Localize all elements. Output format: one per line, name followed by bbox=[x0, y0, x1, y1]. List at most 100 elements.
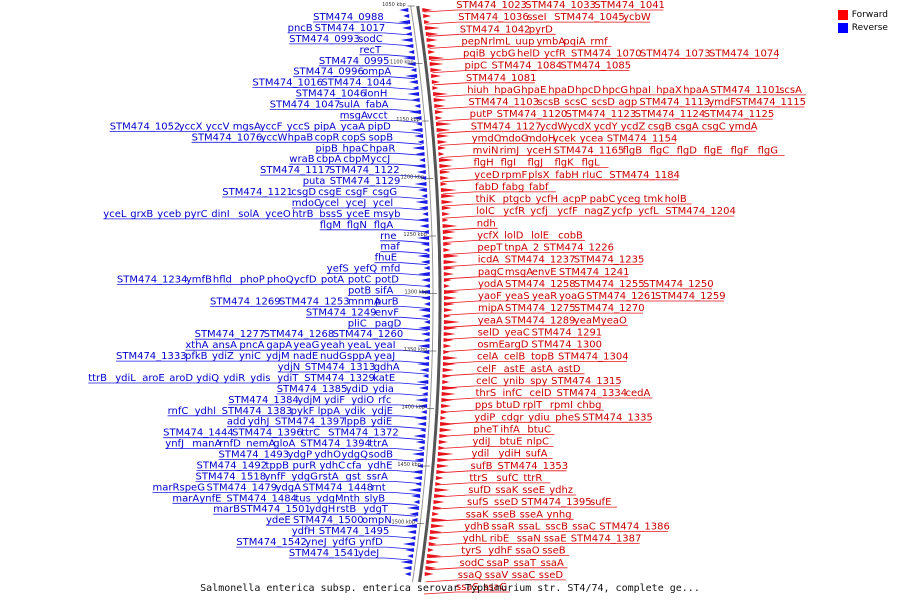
forward-gene-label: ynhg bbox=[547, 509, 572, 520]
reverse-gene-label: mgsA bbox=[233, 121, 261, 132]
reverse-gene-glyph bbox=[415, 398, 428, 402]
forward-leader-line bbox=[444, 227, 477, 231]
forward-gene-label: STM474_1045 bbox=[554, 12, 625, 23]
forward-gene-label: STM474_1335 bbox=[582, 412, 653, 423]
reverse-gene-label: ttrB bbox=[88, 373, 107, 384]
forward-gene-label: pyrD bbox=[529, 24, 553, 35]
reverse-gene-label: STM474_1253 bbox=[279, 296, 350, 307]
forward-gene-label: ndh bbox=[477, 218, 496, 229]
forward-gene-label: sseB bbox=[542, 546, 566, 557]
reverse-gene-label: msgA bbox=[340, 110, 368, 121]
reverse-gene-glyph bbox=[399, 8, 409, 12]
forward-gene-label: hpcG bbox=[602, 85, 628, 96]
forward-gene-glyph bbox=[440, 176, 450, 180]
forward-leader-line bbox=[437, 482, 470, 486]
reverse-gene-glyph bbox=[420, 332, 430, 336]
reverse-gene-glyph bbox=[416, 122, 422, 126]
reverse-leader-line bbox=[401, 262, 428, 266]
reverse-gene-label: STM474_1260 bbox=[333, 329, 404, 340]
reverse-gene-glyph bbox=[421, 296, 430, 300]
forward-gene-label: infC bbox=[503, 388, 523, 399]
reverse-gene-label: yeaJ bbox=[374, 351, 395, 362]
reverse-leader-line bbox=[398, 415, 425, 419]
legend-label-reverse: Reverse bbox=[851, 22, 888, 33]
legend-item-reverse: Reverse bbox=[837, 21, 888, 34]
reverse-gene-label: STM474_0993 bbox=[289, 34, 360, 45]
reverse-gene-label: yceO bbox=[265, 209, 291, 220]
forward-gene-label: ydhF bbox=[488, 546, 513, 557]
reverse-gene-label: STM474_1052 bbox=[110, 121, 181, 132]
reverse-leader-line bbox=[400, 229, 427, 233]
forward-leader-line bbox=[427, 567, 460, 571]
reverse-gene-glyph bbox=[416, 170, 426, 174]
forward-gene-glyph bbox=[434, 494, 448, 498]
forward-leader-line bbox=[445, 288, 479, 292]
forward-gene-glyph bbox=[443, 320, 460, 324]
forward-leader-line bbox=[426, 21, 459, 25]
forward-leader-line bbox=[432, 70, 465, 73]
forward-leader-line bbox=[438, 130, 471, 134]
forward-gene-label: STM474_1353 bbox=[498, 461, 569, 472]
reverse-gene-label: recT bbox=[360, 45, 383, 56]
reverse-gene-label: copS bbox=[342, 132, 366, 143]
forward-gene-glyph bbox=[425, 566, 437, 570]
reverse-gene-glyph bbox=[401, 26, 411, 30]
reverse-gene-label: ydis bbox=[250, 373, 270, 384]
reverse-gene-label: STM474_1484 bbox=[226, 493, 297, 504]
forward-gene-label: ssaK bbox=[466, 509, 490, 520]
reverse-gene-glyph bbox=[414, 134, 424, 138]
forward-gene-glyph bbox=[425, 32, 439, 36]
forward-gene-label: ycfR bbox=[503, 206, 525, 217]
reverse-leader-line bbox=[399, 393, 426, 397]
reverse-gene-label: STM474_1121 bbox=[222, 187, 293, 198]
reverse-gene-glyph bbox=[420, 410, 427, 414]
forward-gene-label: btuD bbox=[496, 400, 521, 411]
reverse-gene-label: gloA bbox=[273, 439, 295, 450]
reverse-gene-label: STM474_1129 bbox=[330, 176, 401, 187]
reverse-gene-glyph bbox=[408, 50, 415, 54]
reverse-gene-label: ydiE bbox=[371, 417, 392, 428]
forward-gene-label: rplT bbox=[523, 400, 543, 411]
reverse-gene-label: ompN bbox=[362, 515, 392, 526]
forward-leader-line bbox=[444, 215, 477, 219]
forward-gene-label: thiK bbox=[476, 194, 496, 205]
reverse-gene-label: STM474_1479 bbox=[207, 482, 278, 493]
forward-gene-label: yceH bbox=[527, 146, 552, 157]
forward-gene-label: ssaC bbox=[572, 521, 596, 532]
forward-gene-glyph bbox=[433, 500, 445, 504]
reverse-gene-label: STM474_1122 bbox=[329, 165, 400, 176]
forward-gene-label: ssaG bbox=[483, 582, 507, 593]
forward-gene-label: mipA bbox=[478, 303, 504, 314]
forward-gene-glyph bbox=[443, 272, 454, 276]
reverse-gene-label: STM474_1394 bbox=[300, 439, 371, 450]
reverse-gene-label: STM474_0995 bbox=[319, 56, 390, 67]
reverse-gene-label: marA bbox=[172, 493, 199, 504]
reverse-leader-line bbox=[382, 21, 409, 25]
forward-gene-label: pepT bbox=[477, 243, 503, 254]
forward-leader-line bbox=[436, 106, 469, 110]
reverse-gene-label: ydgA bbox=[276, 482, 302, 493]
reverse-gene-label: gapA bbox=[266, 340, 292, 351]
reverse-gene-glyph bbox=[415, 482, 422, 486]
reverse-gene-label: cbpA bbox=[316, 154, 341, 165]
forward-gene-label: btuC bbox=[527, 424, 551, 435]
reverse-gene-label: yccV bbox=[206, 121, 230, 132]
forward-leader-line bbox=[441, 434, 474, 437]
forward-leader-line bbox=[443, 397, 476, 401]
reverse-leader-line bbox=[397, 174, 425, 178]
forward-leader-line bbox=[433, 82, 466, 86]
reverse-gene-glyph bbox=[419, 368, 429, 372]
legend-label-forward: Forward bbox=[851, 9, 888, 20]
forward-gene-label: flgB bbox=[623, 146, 643, 157]
forward-gene-label: fabg bbox=[502, 182, 524, 193]
reverse-gene-label: yccS bbox=[287, 121, 310, 132]
reverse-gene-label: add bbox=[227, 417, 246, 428]
reverse-gene-glyph bbox=[403, 14, 410, 18]
reverse-leader-line bbox=[397, 163, 424, 167]
forward-gene-glyph bbox=[439, 428, 453, 432]
forward-gene-label: pipC bbox=[465, 61, 487, 72]
reverse-gene-glyph bbox=[407, 554, 414, 558]
reverse-gene-label: ycel bbox=[319, 198, 339, 209]
reverse-gene-label: yccF bbox=[260, 121, 283, 132]
forward-gene-label: scsB bbox=[537, 97, 560, 108]
